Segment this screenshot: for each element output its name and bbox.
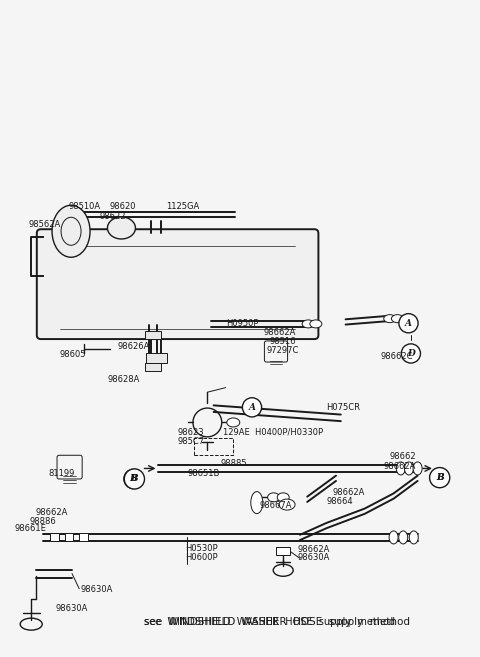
- Text: 98664: 98664: [326, 497, 353, 507]
- Text: 98885: 98885: [221, 459, 247, 468]
- Text: 98667A: 98667A: [259, 501, 292, 510]
- Ellipse shape: [279, 499, 295, 510]
- Ellipse shape: [302, 320, 314, 328]
- Text: B: B: [130, 474, 137, 484]
- Ellipse shape: [399, 531, 408, 544]
- Text: 98630A: 98630A: [298, 553, 330, 562]
- Text: 1125GA: 1125GA: [166, 202, 199, 212]
- Text: B: B: [436, 473, 444, 482]
- Ellipse shape: [251, 491, 263, 514]
- Bar: [145, 363, 161, 371]
- Text: 98510A: 98510A: [69, 202, 101, 212]
- Bar: [276, 547, 290, 555]
- Text: 98516: 98516: [270, 337, 296, 346]
- Ellipse shape: [52, 205, 90, 258]
- Ellipse shape: [227, 418, 240, 427]
- Text: 98626A: 98626A: [118, 342, 150, 351]
- Circle shape: [401, 344, 420, 363]
- FancyBboxPatch shape: [37, 229, 318, 339]
- Ellipse shape: [396, 462, 405, 475]
- Circle shape: [430, 468, 450, 487]
- Circle shape: [124, 469, 143, 489]
- Circle shape: [399, 313, 418, 333]
- Text: 985C7: 985C7: [178, 437, 205, 446]
- Text: 98662A: 98662A: [36, 508, 68, 517]
- Text: 98662C: 98662C: [381, 351, 413, 361]
- Bar: [146, 353, 167, 363]
- Text: 98651B: 98651B: [187, 468, 219, 478]
- Ellipse shape: [409, 531, 418, 544]
- Bar: [145, 331, 161, 339]
- Bar: [65, 533, 73, 541]
- Text: 98662A: 98662A: [263, 328, 295, 337]
- Circle shape: [430, 468, 449, 487]
- Circle shape: [124, 469, 144, 489]
- Circle shape: [242, 397, 262, 417]
- Bar: [194, 438, 233, 455]
- Text: 98662: 98662: [390, 452, 416, 461]
- Text: 98620: 98620: [109, 202, 136, 212]
- Ellipse shape: [268, 493, 279, 502]
- Bar: [50, 533, 59, 541]
- Text: 98623: 98623: [178, 428, 204, 437]
- Text: H0600P: H0600P: [185, 553, 217, 562]
- Text: 98662A: 98662A: [384, 462, 416, 471]
- Text: 98662A: 98662A: [332, 488, 364, 497]
- Ellipse shape: [384, 315, 396, 323]
- Ellipse shape: [277, 493, 289, 502]
- Text: 98622: 98622: [100, 212, 126, 221]
- Ellipse shape: [389, 531, 398, 544]
- Text: A: A: [405, 319, 412, 328]
- Text: 98662A: 98662A: [298, 545, 330, 554]
- Bar: [79, 533, 88, 541]
- Ellipse shape: [310, 320, 322, 328]
- Text: see  WINDSHIELD  WASHER  HOSE  supply  method: see WINDSHIELD WASHER HOSE supply method: [144, 616, 395, 627]
- Text: 97297C: 97297C: [266, 346, 299, 355]
- Text: see  WINDSHIELD  WASHER  HOSE  supply  method: see WINDSHIELD WASHER HOSE supply method: [144, 616, 410, 627]
- Text: B: B: [436, 473, 444, 482]
- Text: 129AE  H0400P/H0330P: 129AE H0400P/H0330P: [223, 428, 324, 437]
- Ellipse shape: [392, 315, 403, 323]
- Text: B: B: [131, 474, 138, 484]
- Text: 98628A: 98628A: [108, 375, 140, 384]
- Text: 81199: 81199: [48, 468, 74, 478]
- Text: 98630A: 98630A: [80, 585, 112, 595]
- Text: H0530P: H0530P: [185, 544, 217, 553]
- Text: 98562A: 98562A: [29, 220, 61, 229]
- Text: H075CR: H075CR: [326, 403, 360, 412]
- Ellipse shape: [413, 462, 422, 475]
- Text: H0950P: H0950P: [227, 319, 259, 328]
- Text: 98886: 98886: [30, 516, 57, 526]
- Ellipse shape: [108, 217, 135, 239]
- Text: 98630A: 98630A: [55, 604, 87, 613]
- Text: 98661E: 98661E: [14, 524, 46, 533]
- Text: D: D: [407, 349, 415, 358]
- Text: 98605: 98605: [60, 350, 86, 359]
- Ellipse shape: [405, 462, 413, 475]
- Text: A: A: [249, 403, 255, 412]
